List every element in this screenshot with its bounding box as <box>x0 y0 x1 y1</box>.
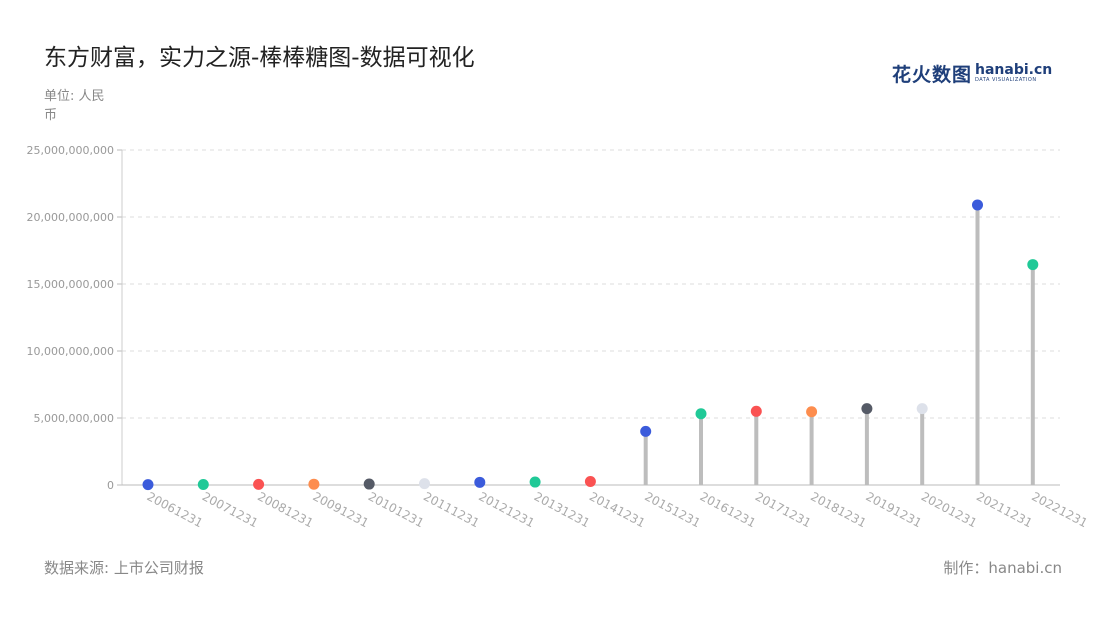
x-tick-label-20121231: 20121231 <box>476 489 537 530</box>
y-tick-label-5: 25,000,000,000 <box>27 144 114 157</box>
x-tick-label-20081231: 20081231 <box>255 489 316 530</box>
x-tick-label-20141231: 20141231 <box>587 489 648 530</box>
logo-cn-text: 花火数图 <box>892 64 973 86</box>
lollipop-dot-20201231[interactable] <box>916 403 928 415</box>
y-tick-label-3: 15,000,000,000 <box>27 278 114 291</box>
lollipop-dot-20181231[interactable] <box>806 406 818 418</box>
y-tick-label-2: 10,000,000,000 <box>27 345 114 358</box>
x-tick-label-20181231: 20181231 <box>808 489 869 530</box>
dot-layer <box>142 199 1039 491</box>
x-tick-label-20091231: 20091231 <box>310 489 371 530</box>
lollipop-dot-20111231[interactable] <box>419 478 430 490</box>
y-tick-label-1: 5,000,000,000 <box>34 412 114 425</box>
source-label: 数据来源: 上市公司财报 <box>44 559 204 577</box>
x-tick-label-20101231: 20101231 <box>366 489 427 530</box>
lollipop-dot-20171231[interactable] <box>750 405 762 417</box>
lollipop-dot-20151231[interactable] <box>640 425 652 437</box>
brand-logo: 花火数图 hanabi.cn DATA VISUALIZATION <box>892 60 1052 87</box>
logo-en-text: hanabi.cn <box>975 62 1053 78</box>
x-tick-label-20071231: 20071231 <box>200 489 261 530</box>
lollipop-dot-20131231[interactable] <box>529 476 541 488</box>
lollipop-dot-20071231[interactable] <box>197 478 209 490</box>
lollipop-dot-20121231[interactable] <box>474 476 486 488</box>
lollipop-dot-20101231[interactable] <box>363 478 375 490</box>
x-tick-label-20151231: 20151231 <box>642 489 703 530</box>
x-tick-label-20191231: 20191231 <box>863 489 924 530</box>
x-tick-label-20221231: 20221231 <box>1029 489 1090 530</box>
x-tick-label-20161231: 20161231 <box>698 489 759 530</box>
grid-layer <box>117 149 1060 486</box>
logo-en-block: hanabi.cn DATA VISUALIZATION <box>975 63 1052 84</box>
lollipop-dot-20191231[interactable] <box>861 403 873 415</box>
lollipop-dot-20221231[interactable] <box>1027 259 1039 271</box>
lollipop-dot-20081231[interactable] <box>253 478 265 490</box>
lollipop-dot-20211231[interactable] <box>972 199 983 211</box>
y-tick-label-4: 20,000,000,000 <box>27 211 114 224</box>
y-tick-label-0: 0 <box>107 479 114 492</box>
x-tick-label-20131231: 20131231 <box>532 489 593 530</box>
label-layer: 0 5,000,000,000 10,000,000,000 15,000,000,0… <box>27 144 1090 530</box>
page-title: 东方财富，实力之源-棒棒糖图-数据可视化 <box>44 45 475 71</box>
lollipop-dot-20161231[interactable] <box>695 408 707 420</box>
x-tick-label-20201231: 20201231 <box>919 489 980 530</box>
x-tick-label-20211231: 20211231 <box>974 489 1035 530</box>
x-tick-label-20111231: 20111231 <box>421 489 482 530</box>
lollipop-dot-20061231[interactable] <box>142 479 154 491</box>
unit-label: 单位: 人民币 <box>44 89 105 123</box>
stick-layer <box>588 204 1035 485</box>
credit-label: 制作：hanabi.cn <box>943 559 1062 577</box>
x-tick-label-20061231: 20061231 <box>145 489 206 530</box>
logo-sub-text: DATA VISUALIZATION <box>975 77 1037 83</box>
x-tick-label-20171231: 20171231 <box>753 489 814 530</box>
lollipop-dot-20091231[interactable] <box>308 478 320 490</box>
lollipop-dot-20141231[interactable] <box>584 476 596 488</box>
